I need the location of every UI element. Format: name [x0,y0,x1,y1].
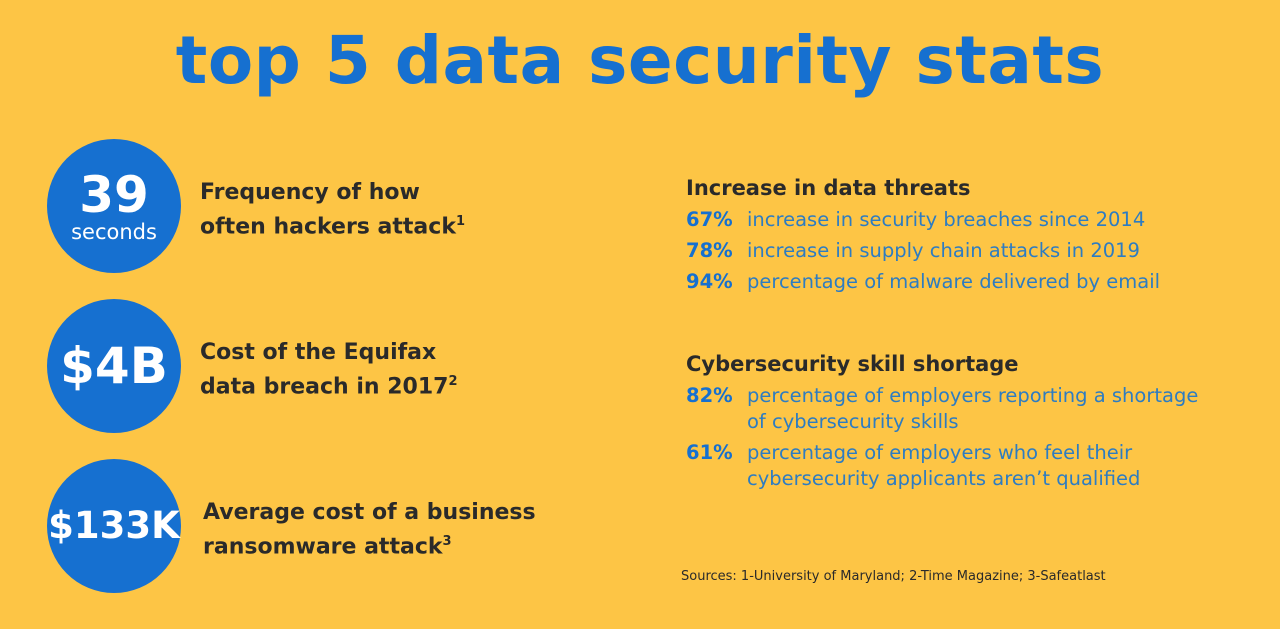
stat-value: $133K [48,504,180,547]
description-text: ransomware attack [203,534,443,560]
stat-item: 61% percentage of employers who feel thei… [686,440,1246,492]
footnote-mark: 3 [442,534,452,549]
stat-item: 94% percentage of malware delivered by em… [686,269,1246,295]
description-text: Frequency of how [200,180,420,205]
title: top 5 data security stats [175,22,1105,99]
stat-description: Frequency of how often hackers attack1 [200,178,465,241]
stat-text: increase in supply chain attacks in 2019 [747,239,1140,262]
stat-figure: 61% [686,441,733,464]
stat-figure: 82% [686,384,733,407]
stat-circle: 39 seconds [47,139,181,273]
description-line: data breach in 20172 [200,367,457,401]
stat-item: 67% increase in security breaches since 2… [686,207,1246,233]
sources: Sources: 1-University of Maryland; 2-Tim… [681,569,1106,584]
footnote-mark: 2 [448,374,458,389]
stat-value: $4B [60,337,168,395]
stat-text: increase in security breaches since 2014 [747,208,1146,231]
section-heading: Cybersecurity skill shortage [686,352,1019,376]
stat-item: 78% increase in supply chain attacks in 2… [686,238,1246,264]
stat-unit: seconds [71,220,157,244]
section: Cybersecurity skill shortage 82% percentag… [686,352,1246,497]
stat-circle: $133K [47,459,181,593]
stat-description: Cost of the Equifax data breach in 20172 [200,338,457,401]
stat-circle: $4B [47,299,181,433]
stat-text: percentage of employers reporting a shor… [747,384,1199,433]
stat-value: 39 [79,166,149,224]
stat-description: Average cost of a business ransomware att… [203,498,536,561]
stat-text: percentage of employers who feel their c… [747,441,1141,490]
stat-text: percentage of malware delivered by email [747,270,1161,293]
footnote-mark: 1 [455,214,466,229]
description-line: Frequency of how [200,178,465,207]
description-line: Cost of the Equifax [200,338,457,367]
stat-figure: 94% [686,270,733,293]
description-text: often hackers attack [200,214,456,240]
stat-item: 82% percentage of employers reporting a s… [686,383,1246,435]
description-line: ransomware attack3 [203,527,536,561]
section: Increase in data threats 67% increase in s… [686,176,1246,300]
description-line: Average cost of a business [203,498,536,527]
description-text: data breach in 2017 [200,374,449,400]
description-line: often hackers attack1 [200,207,465,241]
description-text: Average cost of a business [203,500,536,525]
stat-figure: 78% [686,239,733,262]
description-text: Cost of the Equifax [200,340,437,365]
section-heading: Increase in data threats [686,176,971,200]
stat-figure: 67% [686,208,733,231]
